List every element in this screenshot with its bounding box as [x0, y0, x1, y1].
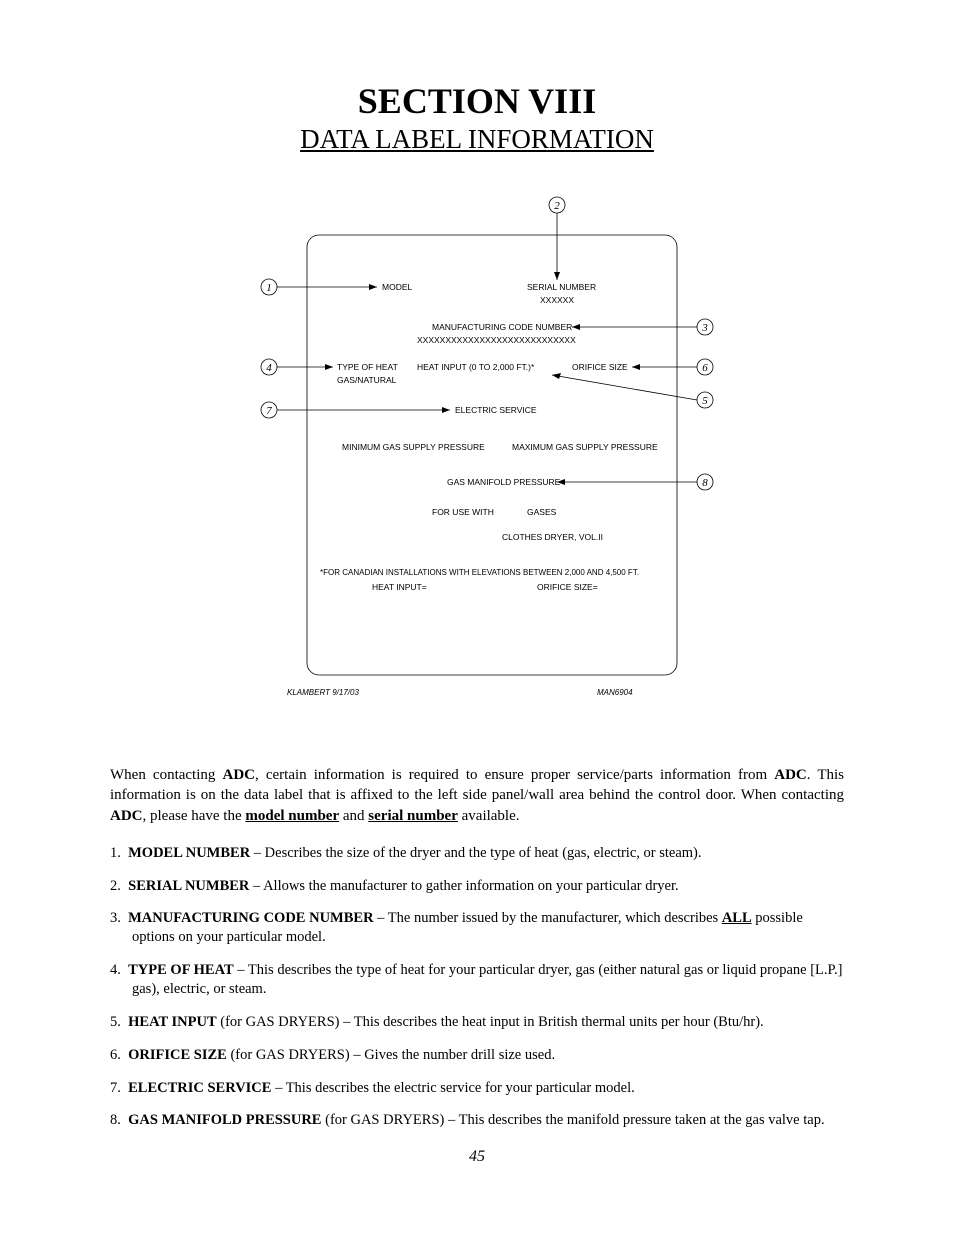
definition-term: GAS MANIFOLD PRESSURE	[128, 1112, 321, 1128]
definition-term: SERIAL NUMBER	[128, 878, 249, 894]
definition-item-3: 3. MANUFACTURING CODE NUMBER – The numbe…	[110, 909, 844, 947]
diagram-electric-label: ELECTRIC SERVICE	[455, 405, 537, 415]
diagram-footer-left: KLAMBERT 9/17/03	[287, 688, 359, 697]
definition-item-7: 7. ELECTRIC SERVICE – This describes the…	[110, 1079, 844, 1098]
callout-2: 2	[554, 200, 560, 212]
intro-model-number: model number	[245, 808, 339, 824]
callout-5: 5	[702, 395, 708, 407]
section-title: SECTION VIII	[110, 80, 844, 122]
callout-6: 6	[702, 362, 708, 374]
definition-item-5: 5. HEAT INPUT (for GAS DRYERS) – This de…	[110, 1013, 844, 1032]
diagram-orifice-label: ORIFICE SIZE	[572, 362, 628, 372]
data-label-diagram: MODEL SERIAL NUMBER XXXXXX MANUFACTURING…	[110, 195, 844, 725]
definition-item-6: 6. ORIFICE SIZE (for GAS DRYERS) – Gives…	[110, 1046, 844, 1065]
definition-number: 1.	[110, 845, 121, 861]
diagram-serial-value: XXXXXX	[540, 295, 574, 305]
definition-text: – Gives the number drill size used.	[350, 1047, 555, 1063]
diagram-manifold: GAS MANIFOLD PRESSURE	[447, 477, 561, 487]
definition-text: – Allows the manufacturer to gather info…	[249, 878, 678, 894]
definition-paren: (for GAS DRYERS)	[227, 1047, 350, 1063]
definition-number: 2.	[110, 878, 121, 894]
definition-term: ELECTRIC SERVICE	[128, 1080, 271, 1096]
page: SECTION VIII DATA LABEL INFORMATION MODE…	[0, 0, 954, 1206]
definition-term: MODEL NUMBER	[128, 845, 250, 861]
diagram-for-use: FOR USE WITH	[432, 507, 494, 517]
definition-item-4: 4. TYPE OF HEAT – This describes the typ…	[110, 961, 844, 999]
definition-term: ORIFICE SIZE	[128, 1047, 227, 1063]
definition-number: 4.	[110, 962, 121, 978]
definition-paren: (for GAS DRYERS)	[321, 1112, 444, 1128]
page-number: 45	[110, 1148, 844, 1166]
diagram-canadian-note: *FOR CANADIAN INSTALLATIONS WITH ELEVATI…	[320, 568, 639, 577]
definition-text: – Describes the size of the dryer and th…	[250, 845, 701, 861]
callout-3: 3	[701, 322, 708, 334]
definition-text: – This describes the heat input in Briti…	[339, 1014, 763, 1030]
section-subtitle: DATA LABEL INFORMATION	[110, 124, 844, 155]
definition-term: MANUFACTURING CODE NUMBER	[128, 910, 373, 926]
diagram-mfg-label: MANUFACTURING CODE NUMBER	[432, 322, 572, 332]
intro-text: available.	[458, 808, 520, 824]
diagram-min-gas: MINIMUM GAS SUPPLY PRESSURE	[342, 442, 485, 452]
definition-item-1: 1. MODEL NUMBER – Describes the size of …	[110, 844, 844, 863]
definition-text: – This describes the type of heat for yo…	[132, 962, 842, 997]
definition-number: 7.	[110, 1080, 121, 1096]
intro-text: , please have the	[143, 808, 246, 824]
diagram-type-heat-label: TYPE OF HEAT	[337, 362, 398, 372]
callout-8: 8	[702, 477, 708, 489]
intro-text: , certain information is required to ens…	[255, 767, 774, 783]
diagram-canadian-orifice: ORIFICE SIZE=	[537, 582, 598, 592]
intro-adc-2: ADC	[774, 767, 807, 783]
intro-adc-3: ADC	[110, 808, 143, 824]
definition-all: ALL	[722, 910, 752, 926]
definition-number: 3.	[110, 910, 121, 926]
title-block: SECTION VIII DATA LABEL INFORMATION	[110, 80, 844, 155]
diagram-gases: GASES	[527, 507, 557, 517]
diagram-model-label: MODEL	[382, 282, 413, 292]
diagram-footer-right: MAN6904	[597, 688, 633, 697]
definition-term: HEAT INPUT	[128, 1014, 217, 1030]
definition-paren: (for GAS DRYERS)	[217, 1014, 340, 1030]
diagram-mfg-value: XXXXXXXXXXXXXXXXXXXXXXXXXXXX	[417, 335, 576, 345]
definition-term: TYPE OF HEAT	[128, 962, 234, 978]
callout-4: 4	[266, 362, 272, 374]
diagram-clothes: CLOTHES DRYER, VOL.II	[502, 532, 603, 542]
definition-number: 5.	[110, 1014, 121, 1030]
definition-item-2: 2. SERIAL NUMBER – Allows the manufactur…	[110, 877, 844, 896]
definition-text: – This describes the manifold pressure t…	[444, 1112, 824, 1128]
definition-text: – The number issued by the manufacturer,…	[374, 910, 722, 926]
definition-item-8: 8. GAS MANIFOLD PRESSURE (for GAS DRYERS…	[110, 1111, 844, 1130]
intro-text: and	[339, 808, 368, 824]
diagram-serial-label: SERIAL NUMBER	[527, 282, 596, 292]
diagram-canadian-heat: HEAT INPUT=	[372, 582, 427, 592]
definition-number: 6.	[110, 1047, 121, 1063]
callout-7: 7	[266, 405, 272, 417]
intro-adc-1: ADC	[223, 767, 256, 783]
diagram-type-heat-value: GAS/NATURAL	[337, 375, 397, 385]
definition-number: 8.	[110, 1112, 121, 1128]
diagram-heat-input-label: HEAT INPUT (0 TO 2,000 FT.)*	[417, 362, 535, 372]
diagram-max-gas: MAXIMUM GAS SUPPLY PRESSURE	[512, 442, 658, 452]
definitions-list: 1. MODEL NUMBER – Describes the size of …	[110, 844, 844, 1130]
callout-1: 1	[266, 282, 272, 294]
intro-serial-number: serial number	[368, 808, 458, 824]
intro-text: When contacting	[110, 767, 223, 783]
definition-text: – This describes the electric service fo…	[271, 1080, 634, 1096]
intro-paragraph: When contacting ADC, certain information…	[110, 765, 844, 826]
